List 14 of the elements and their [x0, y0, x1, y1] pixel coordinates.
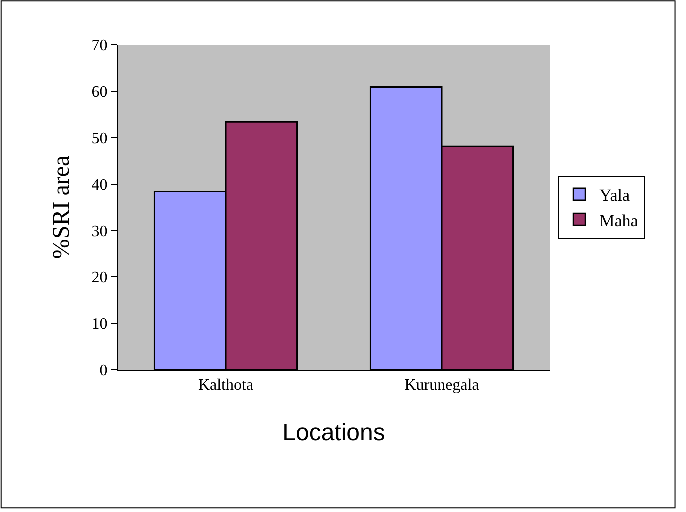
- x-axis-title: Locations: [282, 420, 386, 446]
- legend-label: Yala: [600, 186, 630, 206]
- y-tick-label: 10: [92, 316, 108, 334]
- y-tick-label: 0: [100, 362, 108, 380]
- y-tick-label: 50: [92, 130, 108, 148]
- y-axis-title: %SRI area: [48, 156, 75, 260]
- x-tick-label: Kalthota: [198, 377, 254, 394]
- y-tick-label: 30: [92, 223, 108, 240]
- y-tick-label: 60: [92, 84, 108, 102]
- y-tick-label: 20: [92, 270, 108, 287]
- y-tick-label: 70: [92, 38, 108, 55]
- x-tick-label: Kurunegala: [404, 377, 480, 394]
- y-tick-label: 40: [92, 176, 108, 194]
- legend-label: Maha: [600, 211, 639, 230]
